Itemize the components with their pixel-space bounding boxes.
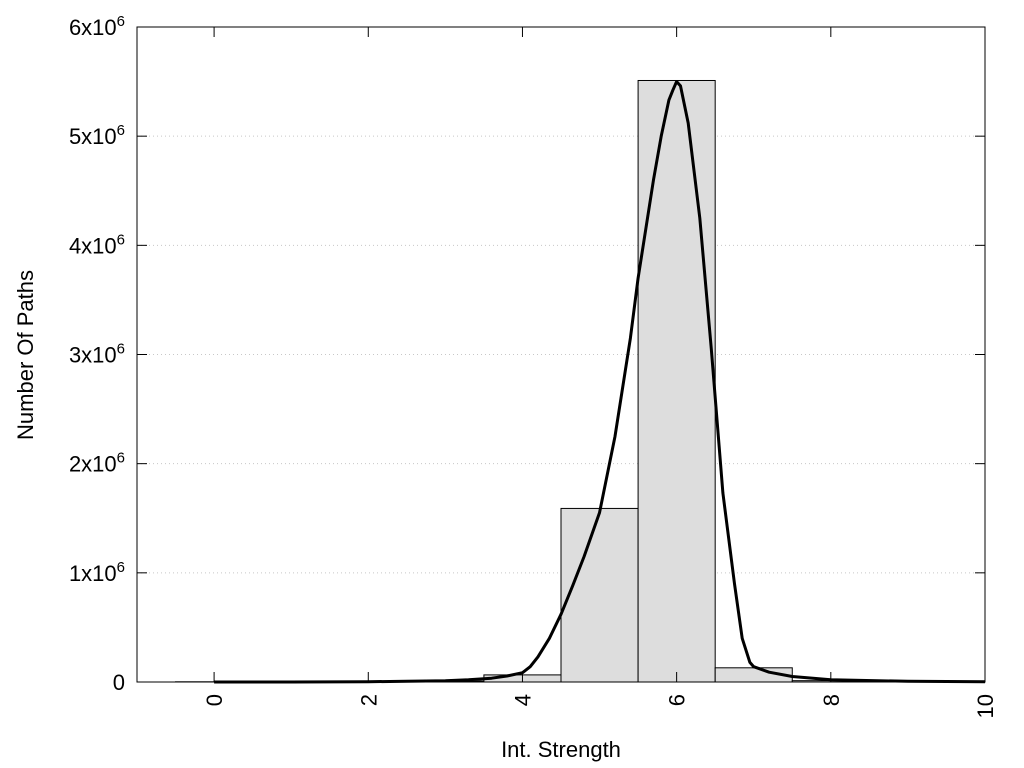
x-tick-label: 0 <box>202 694 227 706</box>
fit-curve <box>214 80 986 684</box>
x-tick-label: 2 <box>356 694 381 706</box>
y-axis-title: Number Of Paths <box>13 270 38 440</box>
x-axis-title: Int. Strength <box>501 737 621 762</box>
y-tick-label: 2x106 <box>69 450 125 477</box>
histogram-bar <box>560 507 639 683</box>
x-tick-label: 10 <box>973 694 998 718</box>
axis-ticks: 0 2 4 6 8 10 0 1x106 2x106 3x106 4x106 5x106 6x106 <box>69 13 998 718</box>
y-tick-label: 4x106 <box>69 231 125 258</box>
y-tick-label: 5x106 <box>69 122 125 149</box>
y-tick-label: 6x106 <box>69 13 125 40</box>
y-tick-label: 1x106 <box>69 559 125 586</box>
grid-lines <box>137 135 985 574</box>
y-tick-label: 0 <box>113 670 125 695</box>
x-tick-label: 4 <box>510 694 535 706</box>
y-tick-label: 3x106 <box>69 341 125 368</box>
x-tick-label: 6 <box>665 694 690 706</box>
x-tick-label: 8 <box>819 694 844 706</box>
fit-curve-group <box>214 80 986 684</box>
histogram-bars <box>175 79 986 683</box>
histogram-bar <box>637 79 716 683</box>
